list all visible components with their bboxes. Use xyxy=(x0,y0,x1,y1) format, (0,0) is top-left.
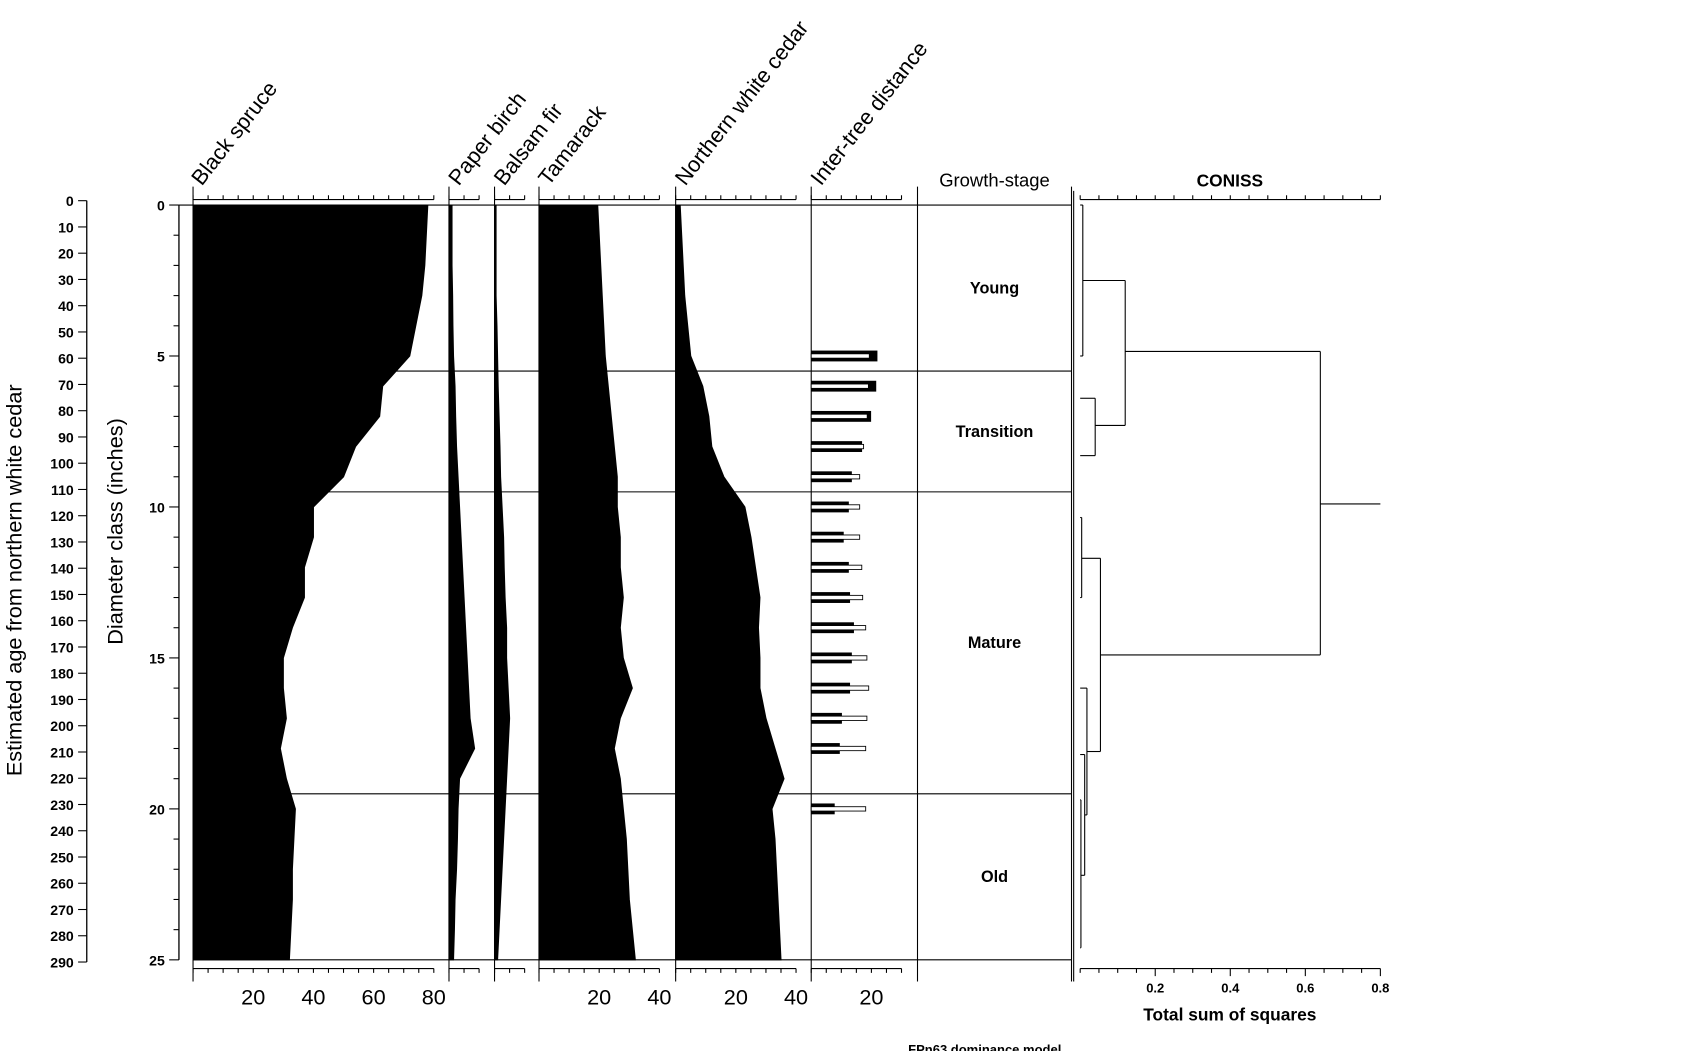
age-tick-label: 280 xyxy=(50,928,74,944)
growth-stage-title: Growth-stage xyxy=(939,170,1050,191)
age-tick-label: 210 xyxy=(50,744,74,760)
age-tick-label: 200 xyxy=(50,718,74,734)
age-tick-label: 190 xyxy=(50,692,74,708)
age-tick-label: 180 xyxy=(50,666,74,682)
growth-stage-label: Young xyxy=(970,279,1019,297)
age-tick-label: 270 xyxy=(50,902,74,918)
inter-tree-white-bar xyxy=(810,745,867,752)
age-tick-label: 30 xyxy=(58,272,74,288)
age-tick-label: 70 xyxy=(58,377,74,393)
inter-tree-distance-title: Inter-tree distance xyxy=(805,37,932,190)
growth-stage-label: Mature xyxy=(968,634,1021,652)
age-tick-label: 160 xyxy=(50,613,74,629)
inter-tree-white-bar xyxy=(810,564,863,570)
age-tick-label: 90 xyxy=(58,429,74,445)
inter-tree-white-bar xyxy=(810,353,870,359)
age-tick-label: 0 xyxy=(66,193,74,209)
inter-tree-white-bar xyxy=(810,806,867,812)
diameter-axis-title: Diameter class (inches) xyxy=(103,418,128,645)
age-axis-title: Estimated age from northern white cedar xyxy=(2,384,27,776)
age-tick-label: 130 xyxy=(50,534,74,550)
inter-tree-white-bar xyxy=(810,534,861,540)
age-tick-label: 80 xyxy=(58,403,74,419)
balsam-fir-area xyxy=(493,204,511,961)
inter-tree-white-bar xyxy=(810,474,861,480)
inter-tree-white-bar xyxy=(810,685,870,691)
northern-white-cedar-title: Northern white cedar xyxy=(670,16,814,190)
diameter-tick-label: 25 xyxy=(149,952,165,968)
inter-tree-white-bar xyxy=(810,413,868,419)
age-tick-label: 40 xyxy=(58,298,74,314)
black-spruce-tick-label: 60 xyxy=(362,984,386,1009)
black-spruce-tick-label: 20 xyxy=(241,984,265,1009)
black-spruce-title: Black spruce xyxy=(186,76,282,189)
tamarack-tick-label: 40 xyxy=(647,984,671,1009)
black-spruce-tick-label: 40 xyxy=(301,984,325,1009)
black-spruce-tick-label: 80 xyxy=(422,984,446,1009)
coniss-tick-label: 0.6 xyxy=(1296,980,1314,995)
tamarack-area xyxy=(538,204,636,961)
inter-tree-white-bar xyxy=(810,625,867,631)
coniss-tick-label: 0.4 xyxy=(1221,980,1240,995)
diameter-tick-label: 15 xyxy=(149,650,165,666)
inter-tree-white-bar xyxy=(810,383,869,389)
inter-tree-white-bar xyxy=(810,443,865,450)
age-tick-label: 260 xyxy=(50,876,74,892)
age-tick-label: 140 xyxy=(50,561,74,577)
inter-tree-distance-tick-label: 20 xyxy=(859,984,883,1009)
diameter-tick-label: 10 xyxy=(149,499,165,515)
age-tick-label: 220 xyxy=(50,771,74,787)
age-tick-label: 100 xyxy=(50,456,74,472)
age-tick-label: 230 xyxy=(50,797,74,813)
diameter-tick-label: 20 xyxy=(149,801,165,817)
inter-tree-white-bar xyxy=(810,715,868,721)
age-tick-label: 150 xyxy=(50,587,74,603)
growth-stage-label: Old xyxy=(981,868,1008,886)
age-tick-label: 250 xyxy=(50,849,74,865)
age-tick-label: 10 xyxy=(58,219,74,235)
growth-stage-label: Transition xyxy=(956,423,1034,441)
footer-caption: FPn63 dominance model xyxy=(908,1042,1061,1051)
age-tick-label: 240 xyxy=(50,823,74,839)
age-tick-label: 110 xyxy=(51,482,74,498)
tamarack-tick-label: 20 xyxy=(587,984,611,1009)
diameter-tick-label: 0 xyxy=(157,197,165,213)
age-tick-label: 290 xyxy=(50,954,74,970)
diameter-tick-label: 5 xyxy=(157,348,165,364)
age-tick-label: 50 xyxy=(58,324,74,340)
age-tick-label: 60 xyxy=(58,351,74,367)
paper-birch-area xyxy=(448,204,476,961)
inter-tree-white-bar xyxy=(810,504,861,510)
coniss-xlabel: Total sum of squares xyxy=(1143,1005,1316,1025)
black-spruce-area xyxy=(192,204,429,961)
northern-white-cedar-tick-label: 40 xyxy=(784,984,808,1009)
age-tick-label: 20 xyxy=(58,246,74,262)
coniss-tick-label: 0.8 xyxy=(1371,980,1389,995)
northern-white-cedar-tick-label: 20 xyxy=(724,984,748,1009)
age-tick-label: 120 xyxy=(50,508,74,524)
coniss-title: CONISS xyxy=(1197,171,1264,191)
inter-tree-white-bar xyxy=(810,594,864,601)
age-tick-label: 170 xyxy=(50,639,74,655)
northern-white-cedar-area xyxy=(675,204,785,961)
inter-tree-white-bar xyxy=(810,655,868,661)
coniss-tick-label: 0.2 xyxy=(1146,980,1164,995)
